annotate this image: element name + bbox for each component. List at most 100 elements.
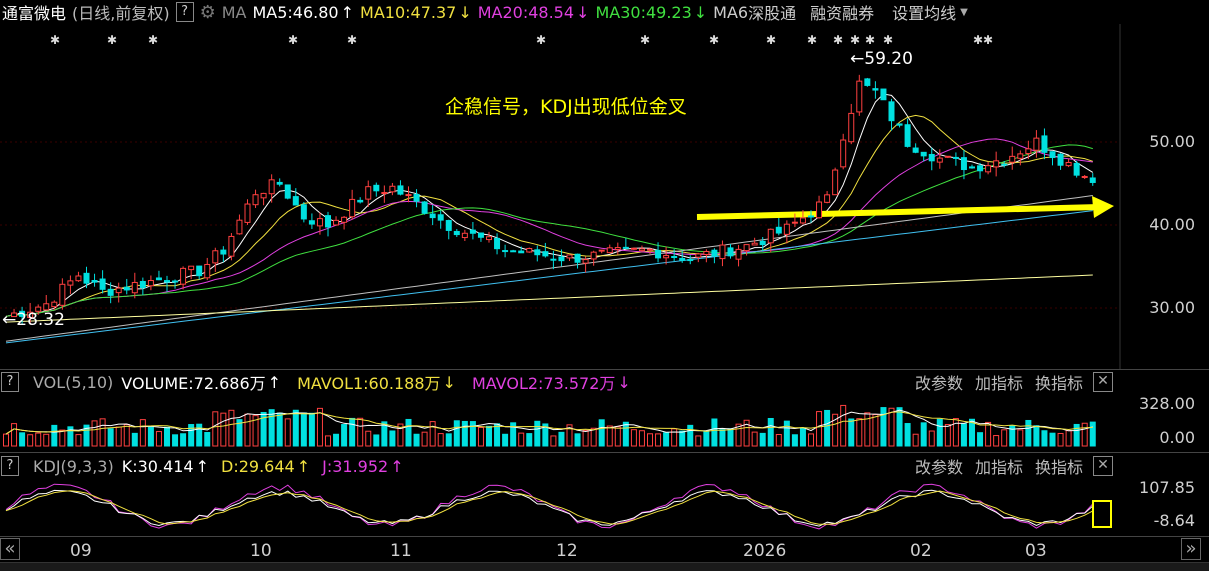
volume-bar: [655, 433, 662, 447]
help-button[interactable]: ?: [175, 2, 194, 22]
arrow-left-icon: ←: [2, 310, 17, 330]
kdj-chart[interactable]: [0, 477, 1209, 535]
scroll-left-button[interactable]: «: [0, 538, 20, 560]
kdj-indicator-name: KDJ(9,3,3): [33, 456, 114, 476]
volume-help-button[interactable]: ?: [1, 372, 19, 392]
candle-body: [27, 311, 34, 319]
tab-set-ma[interactable]: 设置均线: [892, 4, 957, 23]
candle-body: [775, 226, 782, 234]
candle-body: [164, 280, 170, 283]
volume-bar: [928, 430, 935, 447]
volume-bar: [856, 418, 863, 447]
volume-bar: [204, 432, 211, 447]
candle-body: [1033, 137, 1040, 151]
volume-bars: [3, 404, 1096, 447]
candle-body: [429, 213, 436, 219]
tab-margin-trading[interactable]: 融资融券: [810, 4, 875, 23]
candle-body: [638, 248, 645, 252]
volume-close-icon[interactable]: ✕: [1093, 372, 1113, 392]
candle-body: [1025, 148, 1032, 154]
ma10-value: MA10:47.37: [360, 2, 457, 22]
kdj-close-icon[interactable]: ✕: [1093, 456, 1113, 476]
candle-body: [767, 228, 774, 244]
volume-bar: [164, 426, 170, 447]
volume-bar: [365, 430, 372, 447]
kdj-k-line: [5, 489, 1094, 527]
candle-body: [292, 196, 299, 206]
tab-shenzhen-connect[interactable]: 深股通: [748, 4, 797, 23]
candle-body: [228, 235, 235, 257]
volume-bar: [510, 422, 517, 447]
event-marker: ✱: [107, 33, 117, 47]
candle-body: [107, 288, 114, 296]
candle-body: [75, 275, 82, 282]
volume-bar: [421, 431, 428, 447]
volume-bar: [952, 418, 959, 447]
candle-body: [783, 223, 790, 235]
candle-body: [477, 232, 484, 238]
volume-bar: [107, 428, 114, 447]
volume-add-indicator-button[interactable]: 加指标: [974, 374, 1023, 393]
low-price-label: ←28.32: [2, 310, 65, 330]
ma20-line: [5, 138, 1093, 317]
volume-bar: [518, 432, 525, 447]
kdj-change-params-button[interactable]: 改参数: [914, 458, 963, 477]
volume-chart[interactable]: [0, 394, 1209, 450]
candle-body: [840, 139, 847, 168]
candle-body: [928, 153, 935, 162]
volume-bar: [1089, 421, 1096, 447]
volume-bar: [494, 423, 501, 447]
y-tick-30: 30.00: [1149, 298, 1195, 317]
stock-name[interactable]: 通富微电: [2, 4, 67, 23]
candle-body: [453, 230, 460, 236]
volume-bar: [767, 417, 774, 447]
ma5-value: MA5:46.80: [252, 2, 339, 22]
volume-bar: [11, 423, 18, 447]
volume-bar: [960, 423, 967, 447]
candle-body: [405, 194, 412, 197]
candle-body: [349, 198, 356, 218]
candle-body: [220, 249, 227, 255]
candle-body: [952, 156, 959, 159]
ma10-line: [5, 114, 1093, 317]
candle-body: [99, 278, 106, 290]
ma5-arrow: ↑: [340, 2, 355, 22]
volume-bar: [671, 428, 678, 447]
candle-body: [123, 286, 130, 291]
candle-body: [19, 310, 26, 317]
volume-bar: [1017, 429, 1024, 447]
volume-bar: [904, 423, 911, 447]
kdj-add-indicator-button[interactable]: 加指标: [974, 458, 1023, 477]
kdj-help-button[interactable]: ?: [1, 456, 19, 476]
candle-body: [381, 192, 388, 195]
volume-bar: [783, 420, 790, 447]
volume-switch-indicator-button[interactable]: 换指标: [1034, 374, 1083, 393]
kdj-switch-indicator-button[interactable]: 换指标: [1034, 458, 1083, 477]
price-grid: [0, 24, 1121, 369]
gear-icon[interactable]: ⚙: [199, 1, 216, 23]
candle-body: [574, 253, 581, 263]
event-marker: ✱: [709, 33, 719, 47]
low-price-value: 28.32: [16, 310, 65, 330]
event-marker: ✱: [865, 33, 875, 47]
kdj-j-arrow: ↑: [390, 456, 404, 476]
candle-body: [1089, 177, 1096, 183]
volume-bar: [228, 409, 235, 447]
candle-body: [977, 165, 984, 172]
volume-bar: [1073, 423, 1080, 447]
volume-bar: [429, 421, 436, 447]
volume-change-params-button[interactable]: 改参数: [914, 374, 963, 393]
volume-bar: [1065, 430, 1072, 447]
candle-body: [115, 287, 122, 294]
volume-bar: [83, 424, 90, 447]
volume-bar: [743, 419, 750, 447]
kdj-lines: [5, 483, 1094, 530]
scroll-right-button[interactable]: »: [1181, 538, 1201, 560]
volume-bar: [397, 423, 404, 447]
chevron-down-icon[interactable]: ▼: [960, 6, 968, 18]
event-marker: ✱: [766, 33, 776, 47]
month-label: 03: [1025, 541, 1047, 561]
volume-bar: [123, 424, 130, 447]
volume-bar: [333, 433, 340, 447]
price-chart[interactable]: ✱ ✱ ✱ ✱ ✱ ✱ ✱ ✱ ✱ ✱ ✱ ✱ ✱ ✱ ✱ ✱: [0, 24, 1209, 369]
